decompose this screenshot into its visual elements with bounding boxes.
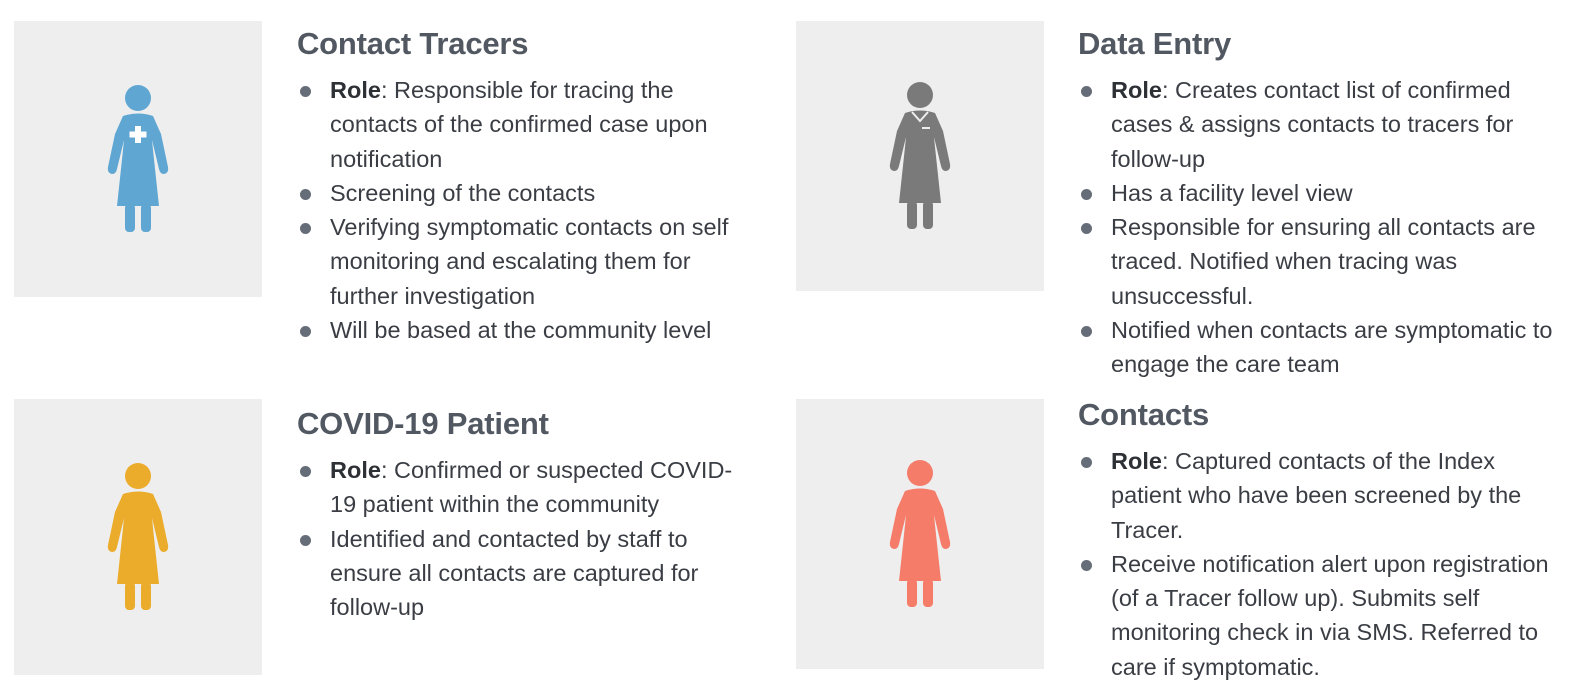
- covid-patient-bullets: Role: Confirmed or suspected COVID-19 pa…: [297, 453, 757, 624]
- bullet-item: Identified and contacted by staff to ens…: [297, 522, 757, 625]
- covid-patient-image: [14, 399, 262, 675]
- nurse-figure-icon: [107, 85, 169, 232]
- contacts-section: Contacts Role: Captured contacts of the …: [1078, 396, 1568, 684]
- contact-tracers-title: Contact Tracers: [297, 26, 529, 61]
- contacts-title: Contacts: [1078, 397, 1210, 432]
- contact-tracers-section: Contact Tracers Role: Responsible for tr…: [297, 25, 757, 347]
- staff-figure-icon: [889, 82, 951, 229]
- bullet-item: Will be based at the community level: [297, 313, 757, 347]
- bullet-item: Receive notification alert upon registra…: [1078, 547, 1568, 684]
- bullet-item: Screening of the contacts: [297, 176, 757, 210]
- contact-figure-icon: [889, 460, 951, 607]
- data-entry-section: Data Entry Role: Creates contact list of…: [1078, 25, 1568, 382]
- bullet-item: Role: Responsible for tracing the contac…: [297, 73, 757, 176]
- data-entry-title: Data Entry: [1078, 26, 1232, 61]
- bullet-item: Notified when contacts are symptomatic t…: [1078, 313, 1568, 382]
- covid-patient-title: COVID-19 Patient: [297, 406, 549, 441]
- bullet-item: Has a facility level view: [1078, 176, 1568, 210]
- data-entry-bullets: Role: Creates contact list of confirmed …: [1078, 73, 1568, 382]
- contacts-bullets: Role: Captured contacts of the Index pat…: [1078, 444, 1568, 684]
- patient-figure-icon: [107, 463, 169, 610]
- contact-tracers-image: [14, 21, 262, 297]
- data-entry-image: [796, 21, 1044, 291]
- bullet-item: Responsible for ensuring all contacts ar…: [1078, 210, 1568, 313]
- contacts-image: [796, 399, 1044, 669]
- covid-patient-section: COVID-19 Patient Role: Confirmed or susp…: [297, 405, 757, 624]
- contact-tracers-bullets: Role: Responsible for tracing the contac…: [297, 73, 757, 347]
- bullet-item: Role: Captured contacts of the Index pat…: [1078, 444, 1568, 547]
- bullet-item: Verifying symptomatic contacts on self m…: [297, 210, 757, 313]
- bullet-item: Role: Creates contact list of confirmed …: [1078, 73, 1568, 176]
- bullet-item: Role: Confirmed or suspected COVID-19 pa…: [297, 453, 757, 522]
